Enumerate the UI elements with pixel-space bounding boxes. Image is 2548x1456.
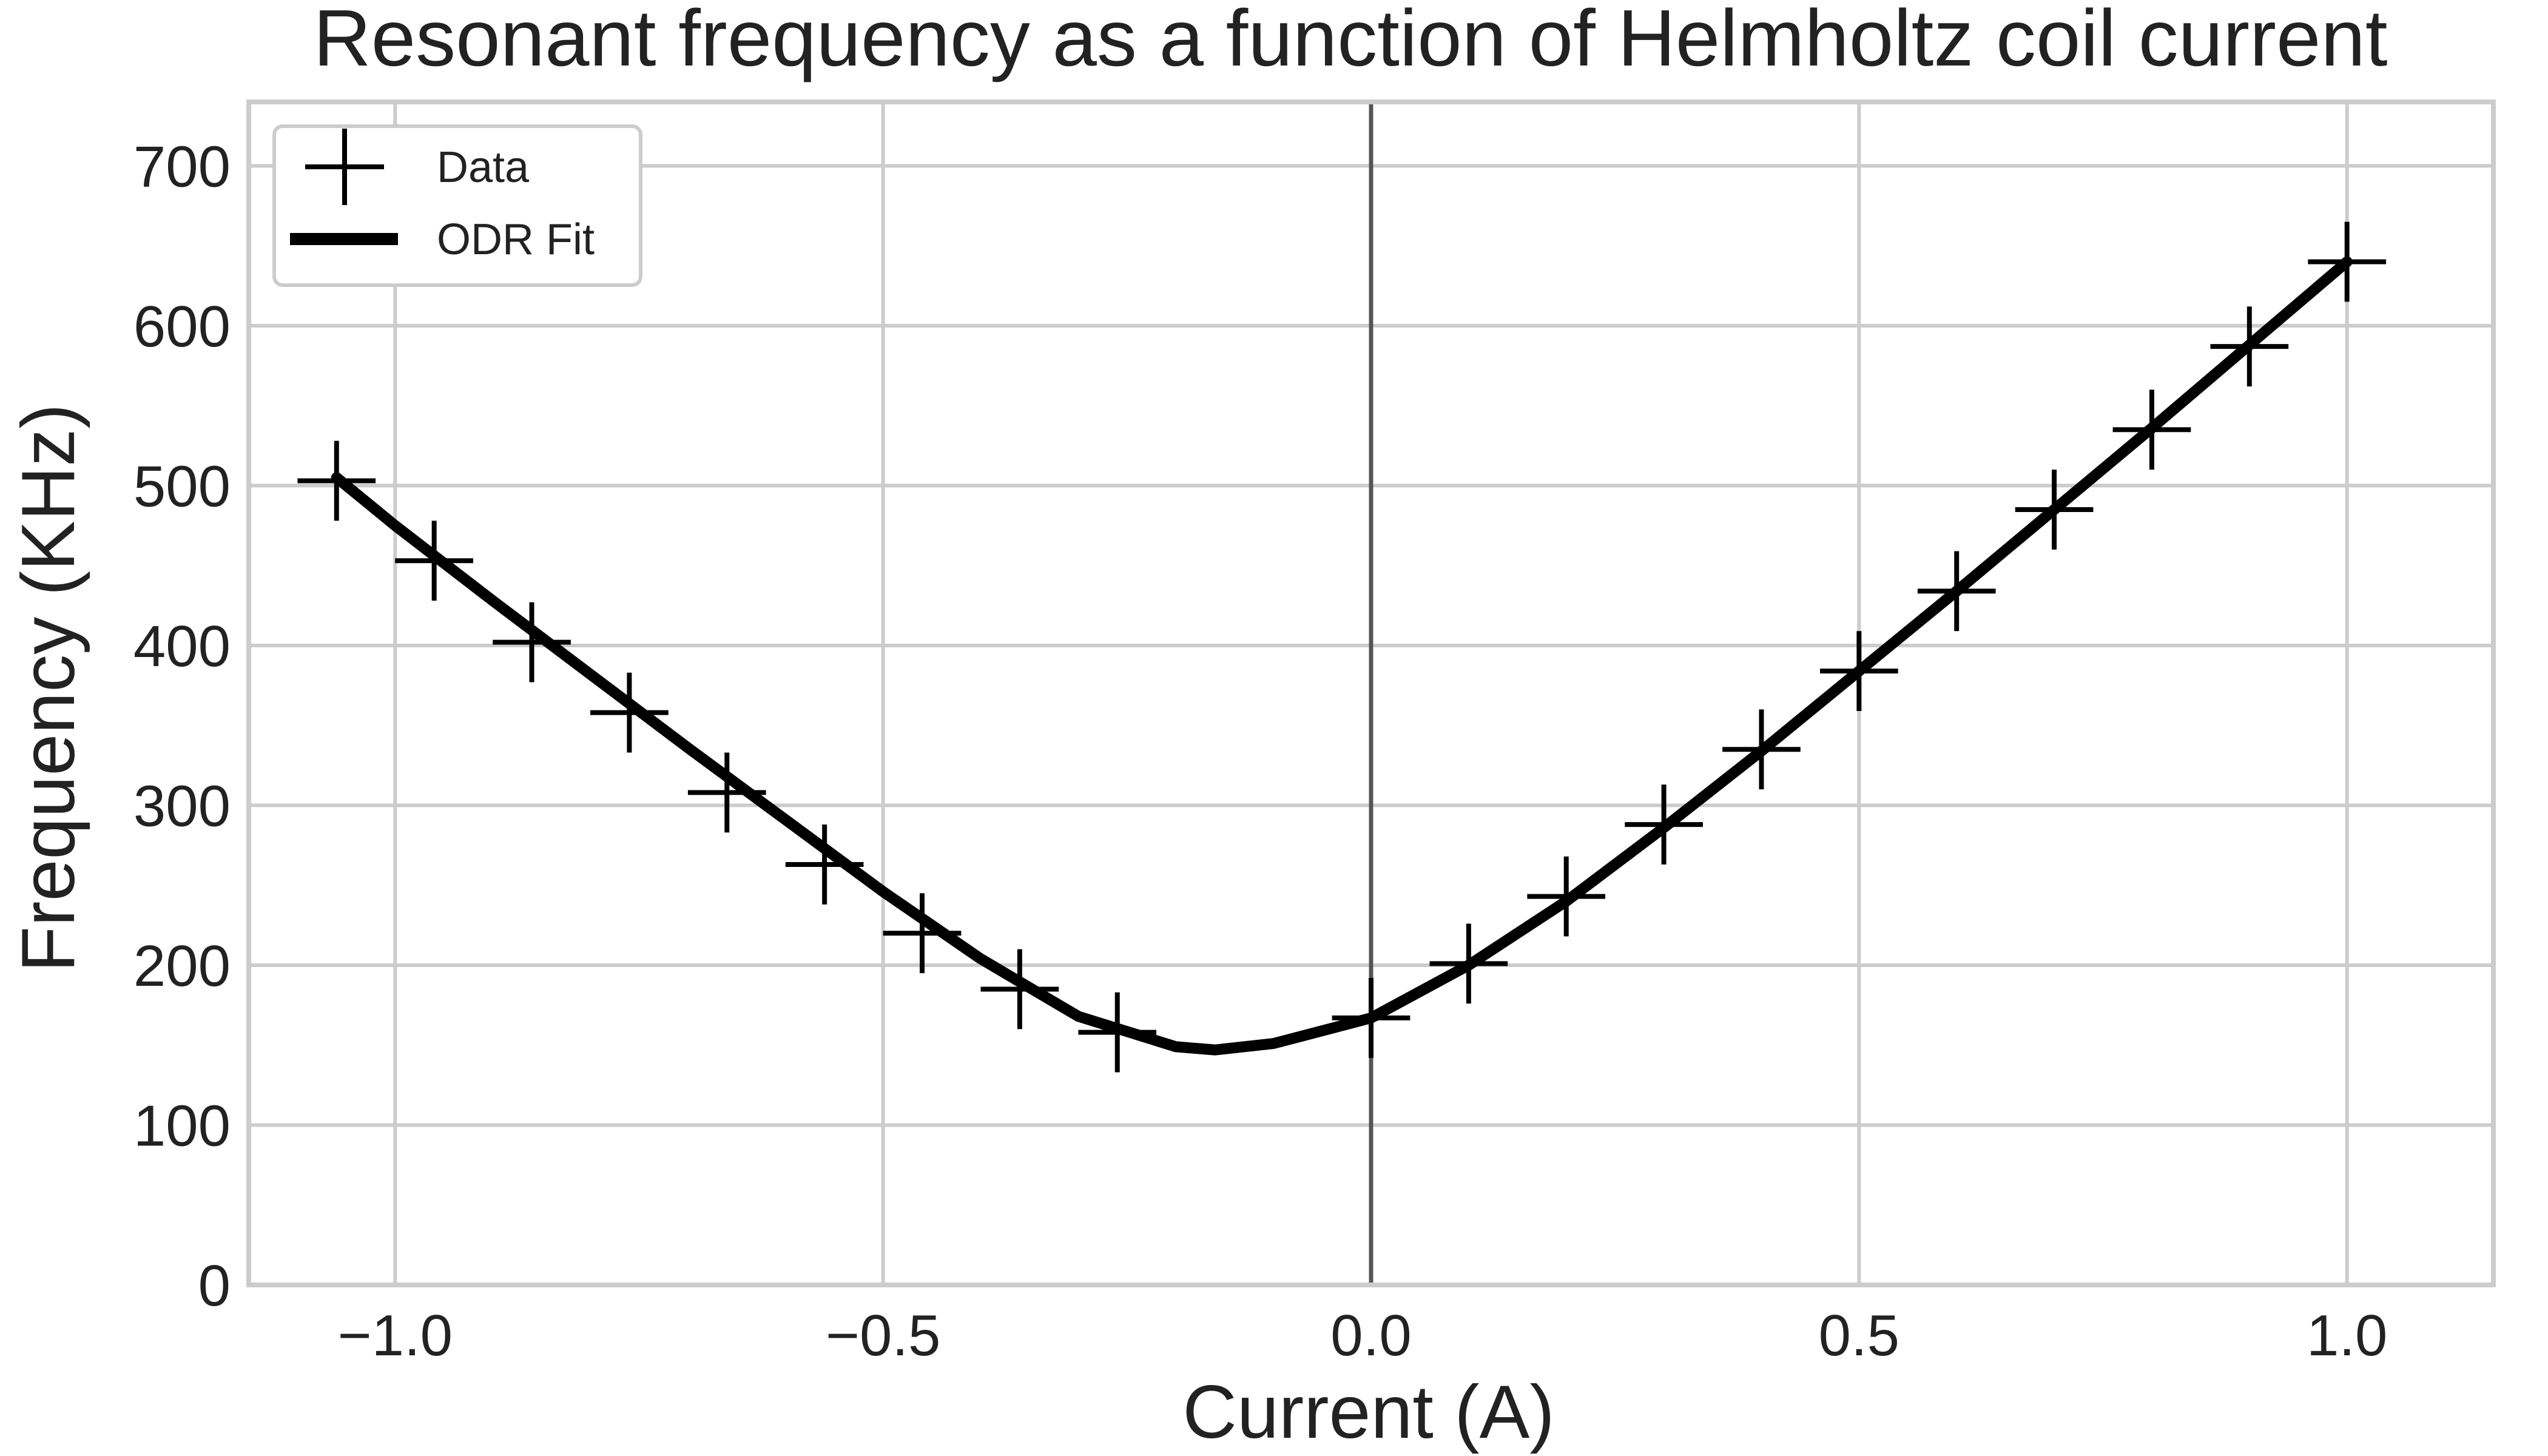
legend-fit-label: ODR Fit — [437, 215, 595, 264]
y-tick-label: 600 — [133, 294, 231, 359]
legend-data-label: Data — [437, 143, 530, 192]
y-axis-label: Frequency (KHz) — [7, 403, 90, 972]
y-tick-label: 500 — [133, 454, 231, 519]
x-tick-label: −0.5 — [826, 1303, 941, 1368]
fit-series — [331, 256, 2353, 1056]
fit-line — [331, 256, 2353, 1056]
y-tick-label: 300 — [133, 774, 231, 838]
x-tick-label: −1.0 — [338, 1303, 453, 1368]
x-tick-label: 0.5 — [1819, 1303, 1899, 1368]
x-tick-labels: −1.0 −0.5 0.0 0.5 1.0 — [338, 1303, 2388, 1368]
plot-frame — [246, 99, 2496, 1287]
y-tick-labels: 0 100 200 300 400 500 600 700 — [133, 134, 231, 1318]
legend: Data ODR Fit — [272, 124, 642, 287]
y-tick-label: 700 — [133, 134, 231, 199]
y-tick-label: 0 — [198, 1253, 231, 1318]
y-tick-label: 100 — [133, 1093, 231, 1158]
x-axis-label: Current (A) — [1182, 1370, 1554, 1454]
data-series — [297, 221, 2387, 1073]
y-tick-label: 200 — [133, 934, 231, 999]
x-tick-label: 1.0 — [2307, 1303, 2387, 1368]
x-tick-label: 0.0 — [1330, 1303, 1411, 1368]
chart-title: Resonant frequency as a function of Helm… — [313, 0, 2387, 83]
y-tick-label: 400 — [133, 614, 231, 679]
